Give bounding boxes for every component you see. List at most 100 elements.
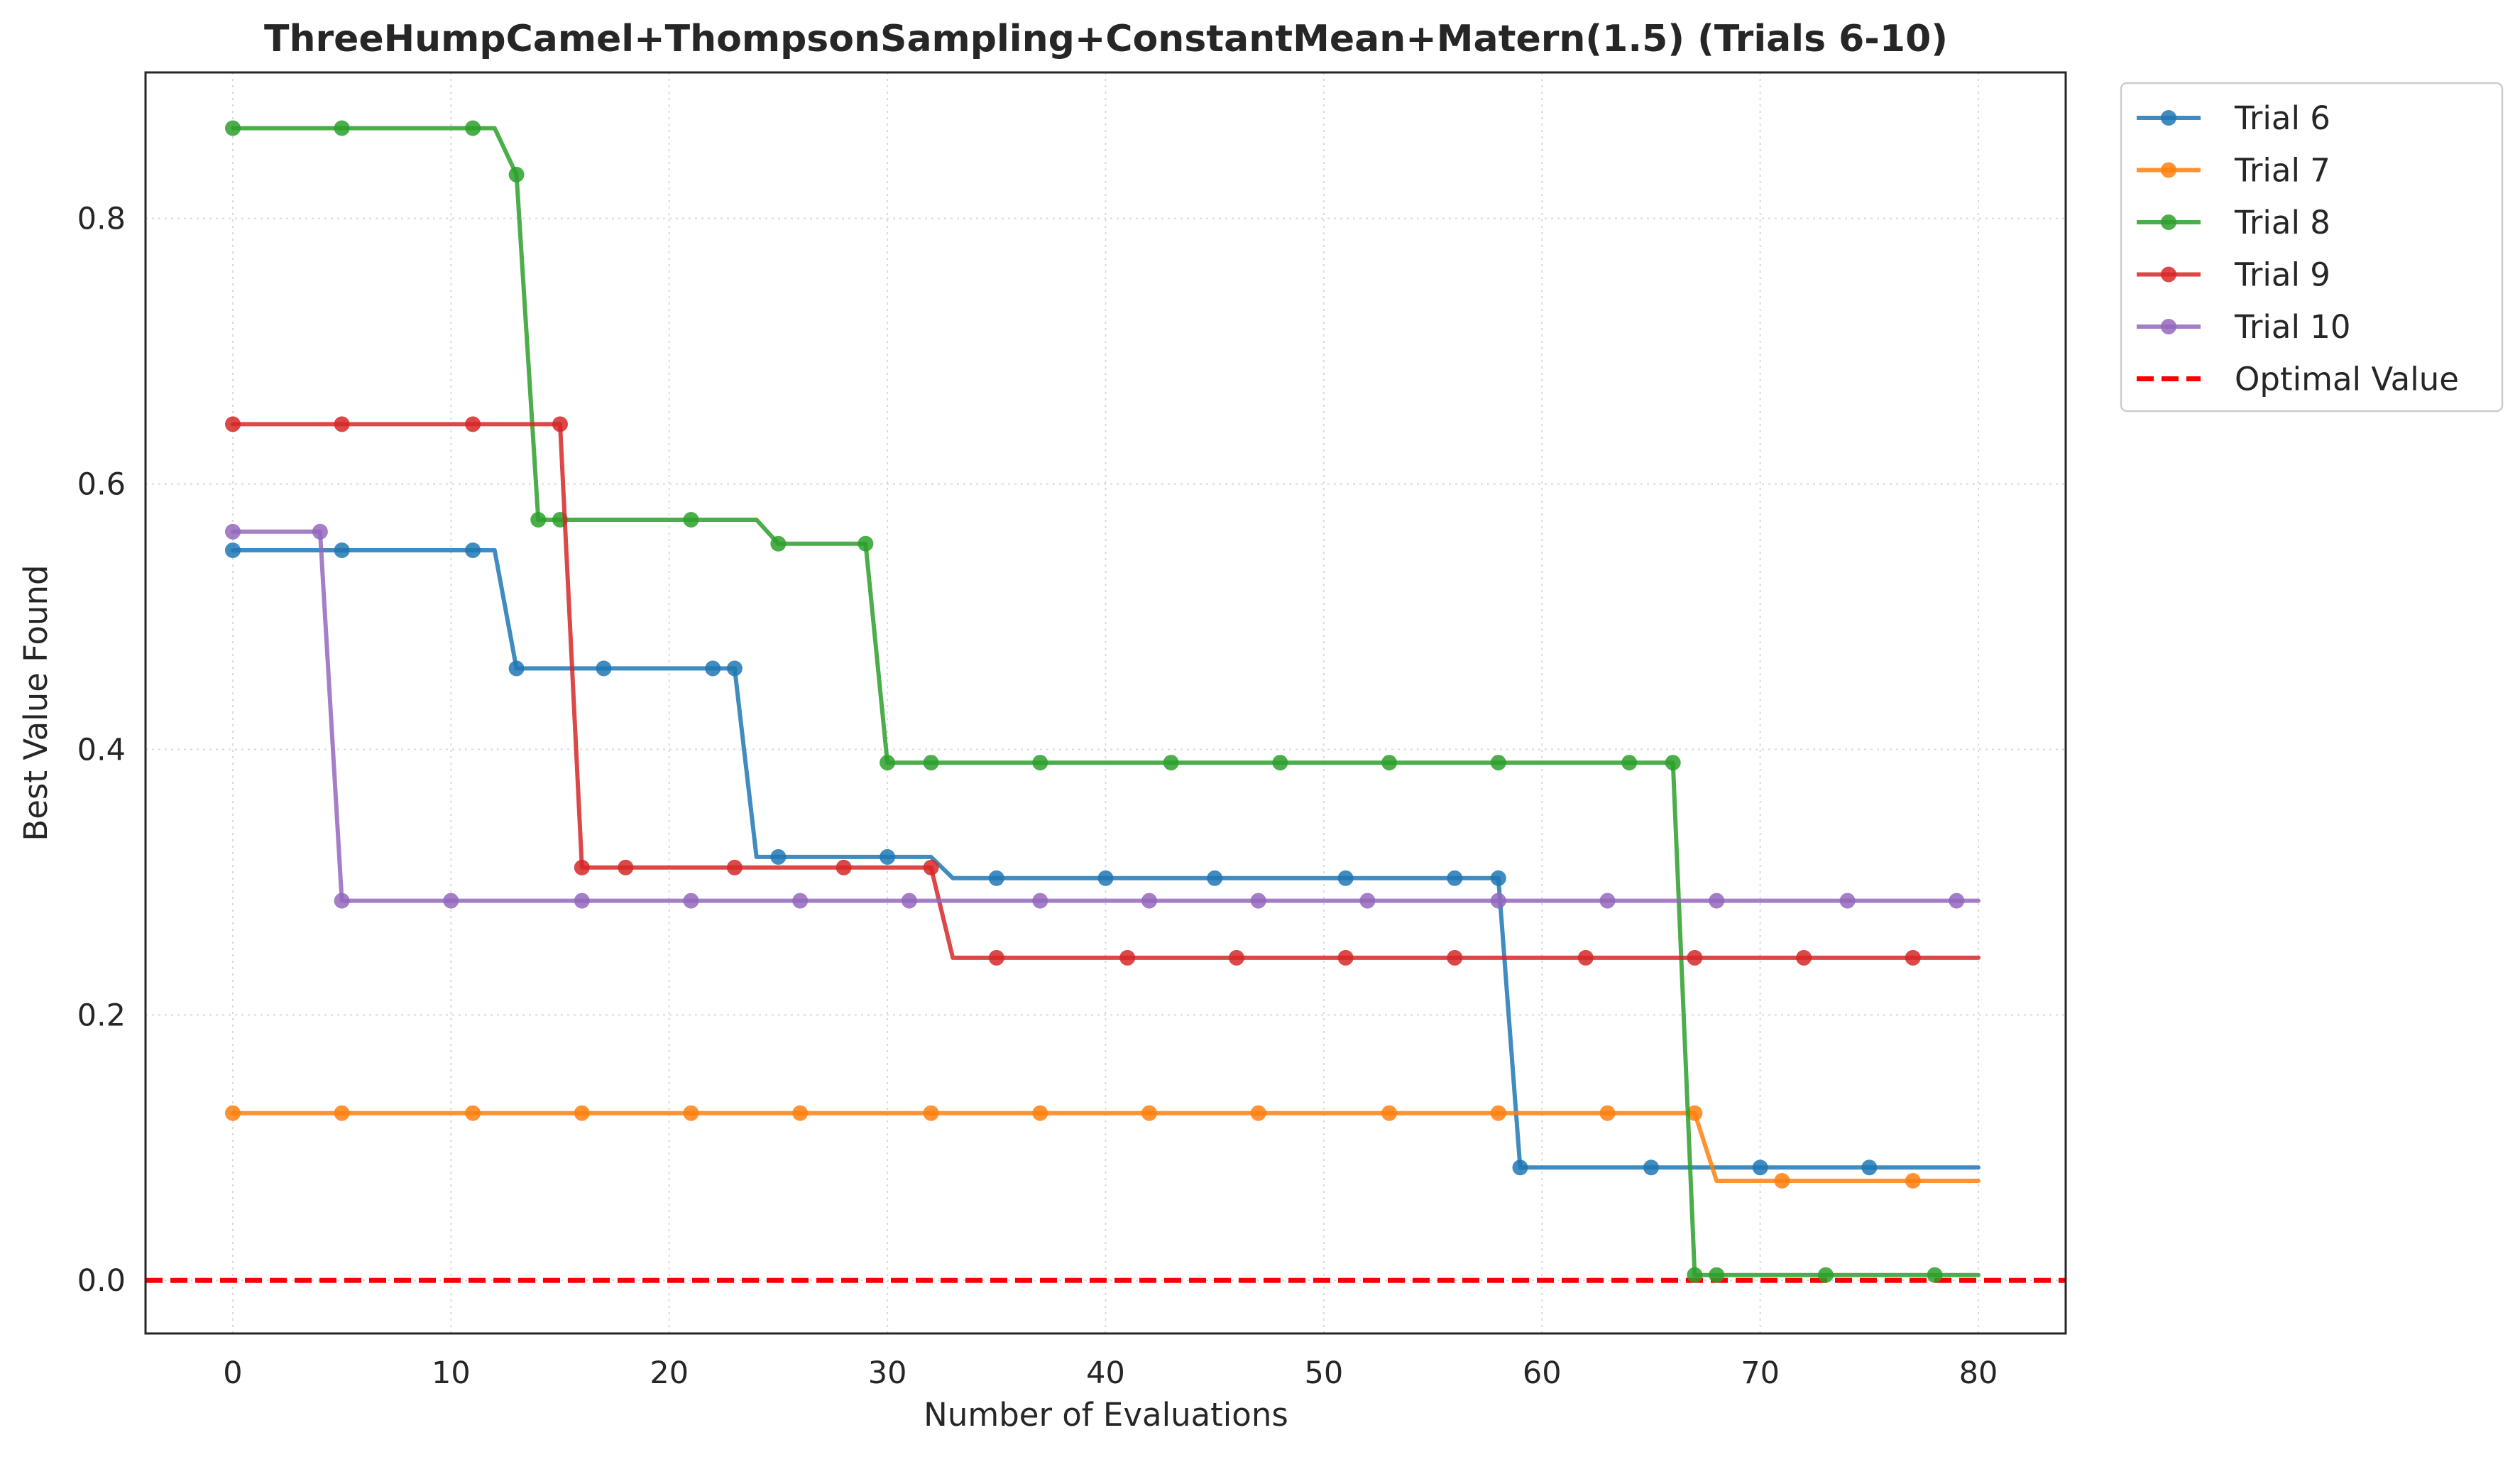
data-point bbox=[792, 893, 809, 909]
data-point bbox=[1119, 949, 1136, 966]
chart-title: ThreeHumpCamel+ThompsonSampling+Constant… bbox=[264, 18, 1948, 60]
data-point bbox=[1141, 1105, 1157, 1121]
data-point bbox=[770, 848, 787, 865]
data-point bbox=[1490, 1105, 1506, 1121]
data-point bbox=[1032, 893, 1048, 909]
data-point bbox=[1643, 1159, 1659, 1176]
data-point bbox=[1337, 949, 1354, 966]
data-point bbox=[1032, 755, 1048, 771]
legend-entry: Trial 10 bbox=[2137, 308, 2351, 346]
data-point bbox=[465, 542, 481, 558]
data-point bbox=[1796, 949, 1812, 966]
series-trial-9 bbox=[225, 416, 1981, 966]
data-point bbox=[770, 535, 787, 552]
data-point bbox=[726, 859, 743, 875]
data-point bbox=[552, 416, 568, 432]
data-point bbox=[465, 1105, 481, 1121]
legend-entry: Trial 6 bbox=[2137, 99, 2330, 137]
x-tick-label: 30 bbox=[868, 1355, 907, 1391]
legend-label: Trial 10 bbox=[2234, 308, 2351, 346]
series-trial-6 bbox=[225, 542, 1981, 1176]
data-point bbox=[726, 660, 743, 677]
data-point bbox=[1709, 893, 1725, 909]
data-point bbox=[1905, 1173, 1921, 1189]
series-line bbox=[231, 1111, 1981, 1183]
series-layer bbox=[225, 120, 1981, 1283]
data-point bbox=[225, 542, 241, 558]
data-point bbox=[1687, 1267, 1703, 1283]
data-point bbox=[225, 1105, 241, 1121]
legend-label: Trial 9 bbox=[2234, 256, 2330, 294]
data-point bbox=[1599, 893, 1616, 909]
data-point bbox=[574, 1105, 590, 1121]
data-point bbox=[988, 870, 1004, 886]
data-point bbox=[1752, 1159, 1768, 1176]
y-tick-label: 0.8 bbox=[77, 202, 126, 237]
data-point bbox=[1905, 949, 1921, 966]
data-point bbox=[1577, 949, 1594, 966]
data-point bbox=[1490, 755, 1506, 771]
data-point bbox=[465, 416, 481, 432]
data-point bbox=[1512, 1159, 1528, 1176]
legend: Trial 6 Trial 7 Trial 8 Trial 9 Trial 10 Opti… bbox=[2120, 82, 2504, 413]
data-point bbox=[334, 542, 350, 558]
legend-items: Trial 6 Trial 7 Trial 8 Trial 9 Trial 10 Opti… bbox=[2137, 99, 2459, 398]
tick-layer: 0 10 20 30 40 50 60 70 80 0.0 0.2 0.4 0.6 0.8 bbox=[77, 202, 1998, 1391]
data-point bbox=[334, 416, 350, 432]
data-point bbox=[1490, 893, 1506, 909]
data-point bbox=[901, 893, 917, 909]
data-point bbox=[1032, 1105, 1048, 1121]
data-point bbox=[880, 848, 896, 865]
data-point bbox=[683, 512, 699, 528]
x-tick-label: 10 bbox=[432, 1355, 471, 1391]
data-point bbox=[1097, 870, 1114, 886]
x-tick-label: 70 bbox=[1741, 1355, 1780, 1391]
data-point bbox=[1687, 1105, 1703, 1121]
data-point bbox=[1250, 1105, 1266, 1121]
data-point bbox=[225, 120, 241, 136]
data-point bbox=[1359, 893, 1376, 909]
data-point bbox=[836, 859, 852, 875]
legend-entry: Trial 7 bbox=[2137, 152, 2330, 190]
data-point bbox=[792, 1105, 809, 1121]
data-point bbox=[683, 893, 699, 909]
data-point bbox=[1839, 893, 1856, 909]
data-point bbox=[334, 893, 350, 909]
data-point bbox=[596, 660, 612, 677]
legend-marker bbox=[2161, 214, 2176, 230]
data-point bbox=[1381, 1105, 1398, 1121]
y-tick-label: 0.2 bbox=[77, 998, 126, 1033]
data-point bbox=[923, 1105, 939, 1121]
data-point bbox=[225, 523, 241, 540]
data-point bbox=[574, 859, 590, 875]
data-point bbox=[443, 893, 459, 909]
data-point bbox=[465, 120, 481, 136]
legend-entry: Optimal Value bbox=[2137, 361, 2459, 398]
data-point bbox=[1949, 893, 1965, 909]
legend-label: Trial 7 bbox=[2234, 152, 2330, 190]
data-point bbox=[1665, 755, 1681, 771]
y-axis-label: Best Value Found bbox=[17, 564, 55, 841]
data-point bbox=[1207, 870, 1223, 886]
data-point bbox=[1490, 870, 1506, 886]
data-point bbox=[1817, 1267, 1834, 1283]
data-point bbox=[923, 859, 939, 875]
data-point bbox=[705, 660, 721, 677]
data-point bbox=[1228, 949, 1244, 966]
legend-entry: Trial 8 bbox=[2137, 204, 2330, 241]
data-point bbox=[508, 660, 525, 677]
data-point bbox=[988, 949, 1004, 966]
data-point bbox=[1141, 893, 1157, 909]
legend-marker bbox=[2161, 162, 2176, 178]
data-point bbox=[1272, 755, 1288, 771]
plot-area-frame bbox=[144, 71, 2067, 1335]
data-point bbox=[1250, 893, 1266, 909]
data-point bbox=[334, 120, 350, 136]
x-tick-label: 20 bbox=[650, 1355, 689, 1391]
data-point bbox=[1599, 1105, 1616, 1121]
data-point bbox=[1447, 949, 1463, 966]
data-point bbox=[1621, 755, 1638, 771]
series-line bbox=[231, 529, 1981, 903]
